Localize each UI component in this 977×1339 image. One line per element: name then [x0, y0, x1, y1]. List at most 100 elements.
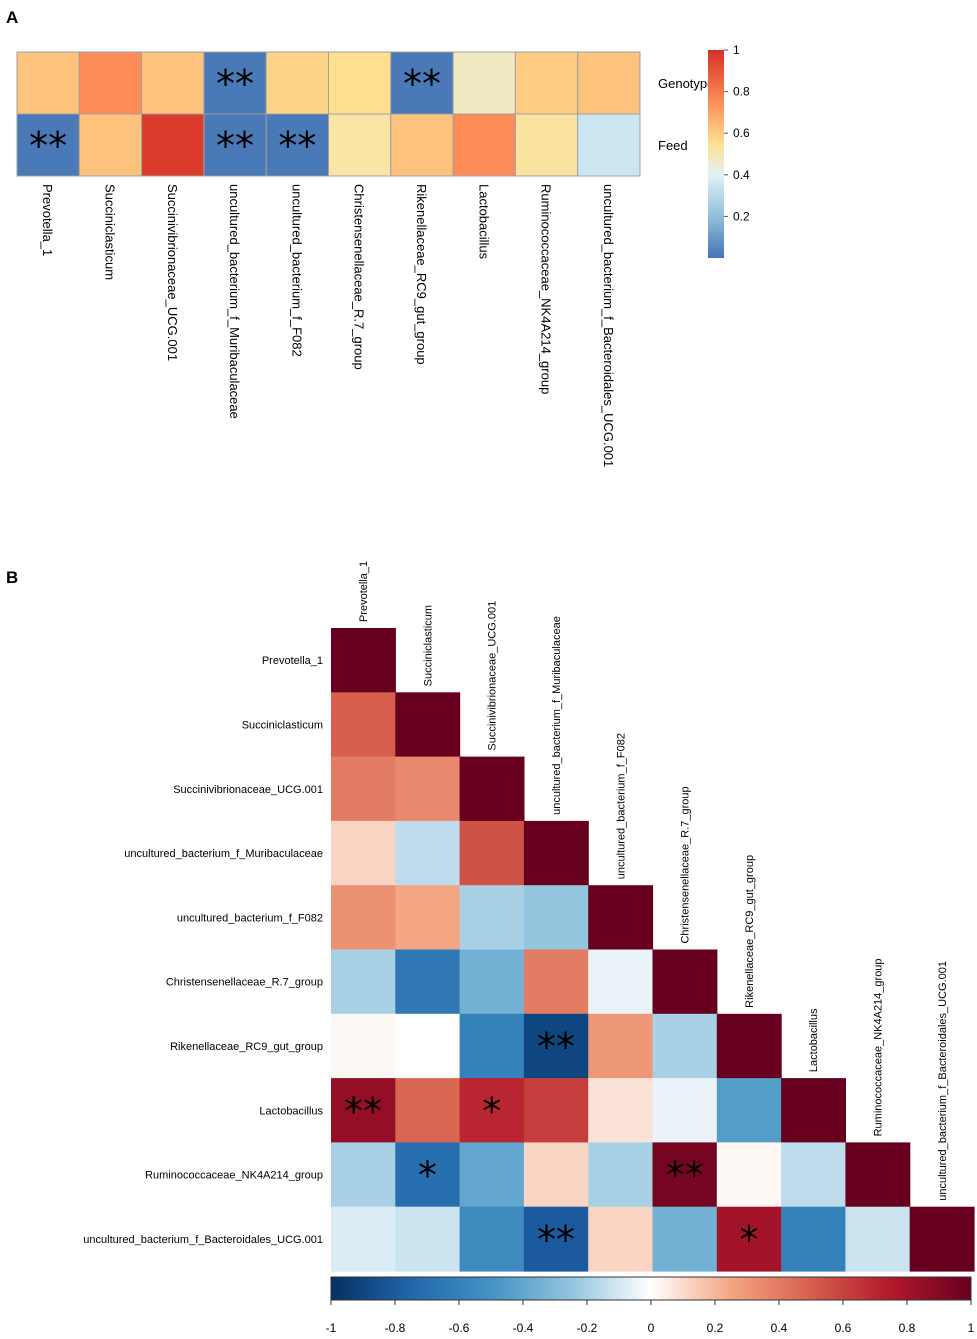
correlation-cell [395, 820, 461, 886]
row-label: uncultured_bacterium_f_Bacteroidales_UCG… [83, 1234, 323, 1246]
row-label: Prevotella_1 [262, 655, 323, 667]
heatmap-cell [452, 113, 516, 177]
correlation-cell [716, 1078, 782, 1143]
colorbar-tick-label: 0 [648, 1321, 655, 1335]
heatmap-cell [265, 51, 330, 115]
heatmap-cell [141, 51, 205, 115]
column-label: Succinivibrionaceae_UCG.001 [165, 184, 180, 361]
correlation-cell [331, 756, 396, 822]
correlation-cell [459, 756, 525, 822]
column-label: Succiniclasticum [102, 184, 117, 280]
colorbar-tick-label: -0.8 [385, 1321, 406, 1335]
colorbar-tick-label: 0.8 [899, 1321, 916, 1335]
column-label: uncultured_bacterium_f_Bacteroidales_UCG… [937, 961, 949, 1201]
correlation-cell [331, 820, 396, 886]
panel-a-heatmap: ** ** ** ** ** Genotype Feed Prevotella_1 Succin… [16, 43, 750, 467]
correlation-cell [523, 1013, 589, 1079]
significance-mark: ** [537, 1218, 575, 1262]
correlation-cell [459, 1078, 525, 1143]
correlation-cell [652, 1013, 718, 1079]
correlation-cell [331, 692, 396, 758]
correlation-cell [523, 1206, 589, 1272]
correlation-cell [395, 949, 461, 1015]
correlation-cell [459, 885, 525, 951]
significance-mark: * [418, 1154, 437, 1198]
column-label: Succinivibrionaceae_UCG.001 [487, 601, 499, 751]
column-label: uncultured_bacterium_f_Muribaculaceae [227, 184, 242, 419]
column-label: Lactobacillus [808, 1008, 820, 1072]
colorbar-tick-label: -0.4 [513, 1321, 534, 1335]
column-label: Lactobacillus [476, 184, 491, 260]
correlation-cell [459, 820, 525, 886]
row-label: Christensenellaceae_R.7_group [166, 977, 323, 989]
colorbar-a [708, 50, 724, 258]
heatmap-cell [265, 113, 330, 177]
correlation-cell [523, 820, 589, 886]
colorbar-tick-label: 0.8 [733, 85, 750, 99]
colorbar-tick-label: 0.4 [733, 168, 750, 182]
correlation-cell [331, 1206, 396, 1272]
correlation-cell [395, 1206, 461, 1272]
column-label: uncultured_bacterium_f_F082 [289, 184, 304, 357]
colorbar-tick-label: 0.6 [733, 126, 750, 140]
correlation-cell [395, 885, 461, 951]
heatmap-cell [78, 113, 143, 177]
significance-mark: ** [216, 124, 254, 168]
heatmap-cell [328, 113, 392, 177]
correlation-cell [331, 885, 396, 951]
correlation-cell [716, 1013, 782, 1079]
colorbar-tick-label: -0.6 [449, 1321, 470, 1335]
heatmap-cell [514, 113, 579, 177]
colorbar-tick-label: 0.2 [707, 1321, 724, 1335]
colorbar-tick-label: -0.2 [577, 1321, 598, 1335]
row-label: Lactobacillus [259, 1105, 323, 1117]
correlation-cell [459, 1206, 525, 1272]
heatmap-cell [16, 113, 80, 177]
correlation-cell [781, 1078, 846, 1143]
correlation-cell [909, 1206, 975, 1272]
heatmap-cell [514, 51, 579, 115]
colorbar-tick-label: 0.4 [771, 1321, 788, 1335]
significance-mark: ** [403, 62, 441, 106]
column-label: uncultured_bacterium_f_F082 [615, 733, 627, 879]
row-label: Feed [658, 138, 688, 153]
significance-mark: ** [278, 124, 316, 168]
colorbar-tick-label: 0.6 [835, 1321, 852, 1335]
correlation-cell [459, 1013, 525, 1079]
correlation-cell [845, 1206, 911, 1272]
colorbar-b [330, 1276, 972, 1301]
correlation-cell [588, 1078, 654, 1143]
correlation-cell [716, 1142, 782, 1208]
panel-label-a: A [6, 8, 18, 27]
correlation-cell [588, 1206, 654, 1272]
correlation-cell [652, 1142, 718, 1208]
row-label: uncultured_bacterium_f_Muribaculaceae [124, 848, 323, 860]
significance-mark: ** [344, 1089, 382, 1133]
correlation-cell [331, 628, 396, 693]
correlation-cell [781, 1142, 846, 1208]
heatmap-cell [203, 51, 267, 115]
correlation-cell [652, 949, 718, 1015]
correlation-cell [395, 1078, 461, 1143]
row-label: Succinivibrionaceae_UCG.001 [173, 784, 323, 796]
correlation-cell [331, 1078, 396, 1143]
column-label: Prevotella_1 [358, 561, 370, 622]
heatmap-cell [141, 113, 205, 177]
significance-mark: * [482, 1089, 501, 1133]
colorbar-tick-label: 0.2 [733, 209, 750, 223]
correlation-cell [459, 1142, 525, 1208]
row-label: Succiniclasticum [242, 719, 323, 731]
colorbar-tick-label: -1 [326, 1321, 337, 1335]
correlation-cell [331, 949, 396, 1015]
significance-mark: ** [666, 1154, 704, 1198]
correlation-cell [523, 1142, 589, 1208]
correlation-cell [781, 1206, 846, 1272]
significance-mark: ** [29, 124, 67, 168]
colorbar-tick-label: 1 [733, 43, 740, 57]
column-label: Christensenellaceae_R.7_group [680, 786, 692, 943]
column-label: Succiniclasticum [422, 605, 434, 686]
correlation-cell [652, 1206, 718, 1272]
row-label: uncultured_bacterium_f_F082 [177, 912, 323, 924]
correlation-cell [395, 1142, 461, 1208]
column-label: Christensenellaceae_R.7_group [352, 184, 367, 370]
